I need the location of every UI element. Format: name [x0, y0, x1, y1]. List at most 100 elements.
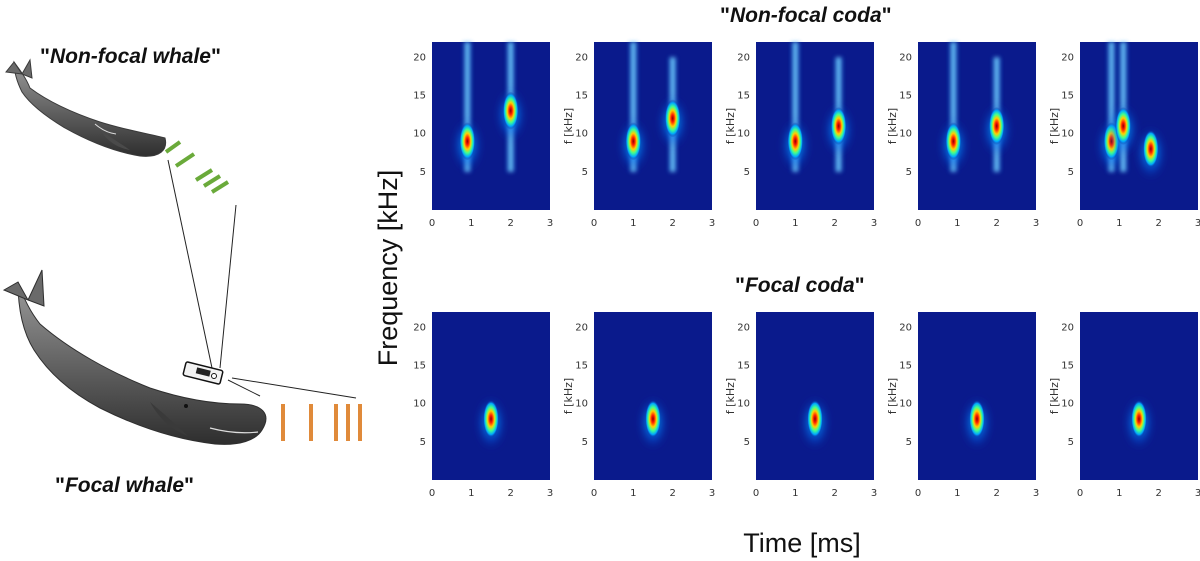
x-tick-label: 0 [591, 218, 597, 229]
y-tick-label: 10 [899, 129, 912, 140]
y-tick-label: 10 [737, 399, 750, 410]
focal-whale-illustration [2, 269, 267, 445]
panel-background [1080, 312, 1198, 480]
y-tick-label: 15 [575, 90, 588, 101]
x-tick-label: 0 [753, 488, 759, 499]
y-tick-label: 10 [1061, 399, 1074, 410]
x-tick-label: 1 [468, 218, 474, 229]
y-tick-label: 5 [744, 167, 750, 178]
y-tick-label: 15 [899, 360, 912, 371]
y-tick-label: 5 [420, 437, 426, 448]
spectrogram-panel: 5 10 15 20 0 1 2 3 f [kHz] [1048, 42, 1200, 229]
x-tick-label: 0 [1077, 488, 1083, 499]
x-tick-label: 1 [792, 488, 798, 499]
x-tick-label: 2 [831, 488, 837, 499]
x-tick-label: 1 [954, 488, 960, 499]
x-tick-label: 0 [1077, 218, 1083, 229]
panel-y-label: f [kHz] [886, 378, 899, 414]
pulse-mark [619, 42, 648, 172]
spectrogram-panel: 5 10 15 20 0 1 2 3 f [kHz] [1048, 312, 1200, 499]
x-tick-label: 3 [709, 488, 715, 499]
pulse-mark [824, 57, 853, 172]
x-tick-label: 3 [1195, 488, 1200, 499]
pulse-mark [496, 42, 525, 172]
pulse-mark [781, 42, 810, 172]
pulse-mark [963, 396, 991, 449]
pulse-mark [939, 42, 968, 172]
x-tick-label: 0 [429, 488, 435, 499]
spectrogram-panel: 5 10 15 20 0 1 2 3 f [kHz] [886, 42, 1039, 229]
non-focal-whale-label: "Non-focal whale" [40, 45, 221, 68]
y-tick-label: 15 [737, 90, 750, 101]
x-tick-label: 3 [871, 218, 877, 229]
panel-background [432, 312, 550, 480]
pulse-mark [453, 42, 482, 172]
panel-y-label: f [kHz] [886, 108, 899, 144]
y-tick-label: 20 [413, 322, 426, 333]
y-tick-label: 15 [413, 360, 426, 371]
x-tick-label: 3 [547, 488, 553, 499]
pulse-mark [1125, 396, 1153, 449]
y-tick-label: 10 [737, 129, 750, 140]
panel-background [756, 42, 874, 210]
focal-path-line-1 [227, 379, 261, 397]
y-tick-label: 15 [899, 90, 912, 101]
x-tick-label: 3 [1033, 488, 1039, 499]
y-tick-label: 20 [899, 322, 912, 333]
spectrogram-panel: 5 10 15 20 0 1 2 3 [413, 42, 553, 229]
y-tick-label: 10 [575, 129, 588, 140]
x-tick-label: 0 [915, 218, 921, 229]
pulse-mark [658, 57, 687, 172]
panel-background [756, 312, 874, 480]
y-tick-label: 5 [420, 167, 426, 178]
y-tick-label: 15 [1061, 90, 1074, 101]
x-tick-label: 2 [669, 218, 675, 229]
x-tick-label: 2 [507, 218, 513, 229]
spectrogram-panel: 5 10 15 20 0 1 2 3 f [kHz] [886, 312, 1039, 499]
x-tick-label: 2 [507, 488, 513, 499]
non-focal-coda-title: "Non-focal coda" [720, 4, 892, 27]
y-tick-label: 20 [1061, 52, 1074, 63]
pulse-mark [1136, 126, 1165, 179]
x-tick-label: 1 [630, 218, 636, 229]
y-tick-label: 20 [1061, 322, 1074, 333]
y-tick-label: 10 [575, 399, 588, 410]
x-tick-label: 2 [993, 488, 999, 499]
x-tick-label: 0 [915, 488, 921, 499]
focal-whale-label: "Focal whale" [55, 474, 194, 497]
y-tick-label: 20 [575, 52, 588, 63]
y-tick-label: 5 [906, 167, 912, 178]
focal-coda-marks [281, 404, 362, 441]
y-tick-label: 20 [899, 52, 912, 63]
panel-background [432, 42, 550, 210]
pulse-mark [1109, 42, 1138, 172]
spectrogram-panel: 5 10 15 20 0 1 2 3 f [kHz] [562, 312, 715, 499]
x-tick-label: 3 [871, 488, 877, 499]
x-tick-label: 0 [429, 218, 435, 229]
panel-y-label: f [kHz] [562, 378, 575, 414]
y-axis-label: Frequency [kHz] [373, 170, 403, 367]
x-tick-label: 1 [630, 488, 636, 499]
y-tick-label: 10 [413, 129, 426, 140]
panel-y-label: f [kHz] [724, 108, 737, 144]
pulse-mark [477, 396, 505, 449]
y-tick-label: 15 [1061, 360, 1074, 371]
spectrogram-panel: 5 10 15 20 0 1 2 3 f [kHz] [724, 42, 877, 229]
focal-path-line-2 [231, 377, 357, 399]
x-tick-label: 2 [669, 488, 675, 499]
sound-path-line-1 [167, 159, 213, 369]
y-tick-label: 20 [413, 52, 426, 63]
x-tick-label: 3 [547, 218, 553, 229]
panel-background [594, 42, 712, 210]
y-tick-label: 5 [582, 437, 588, 448]
pulse-mark [982, 57, 1011, 172]
x-tick-label: 1 [468, 488, 474, 499]
y-tick-label: 5 [1068, 437, 1074, 448]
panel-background [918, 312, 1036, 480]
x-tick-label: 1 [792, 218, 798, 229]
x-tick-label: 1 [1116, 218, 1122, 229]
x-tick-label: 2 [1155, 218, 1161, 229]
y-tick-label: 20 [737, 322, 750, 333]
x-tick-label: 2 [831, 218, 837, 229]
x-tick-label: 0 [591, 488, 597, 499]
